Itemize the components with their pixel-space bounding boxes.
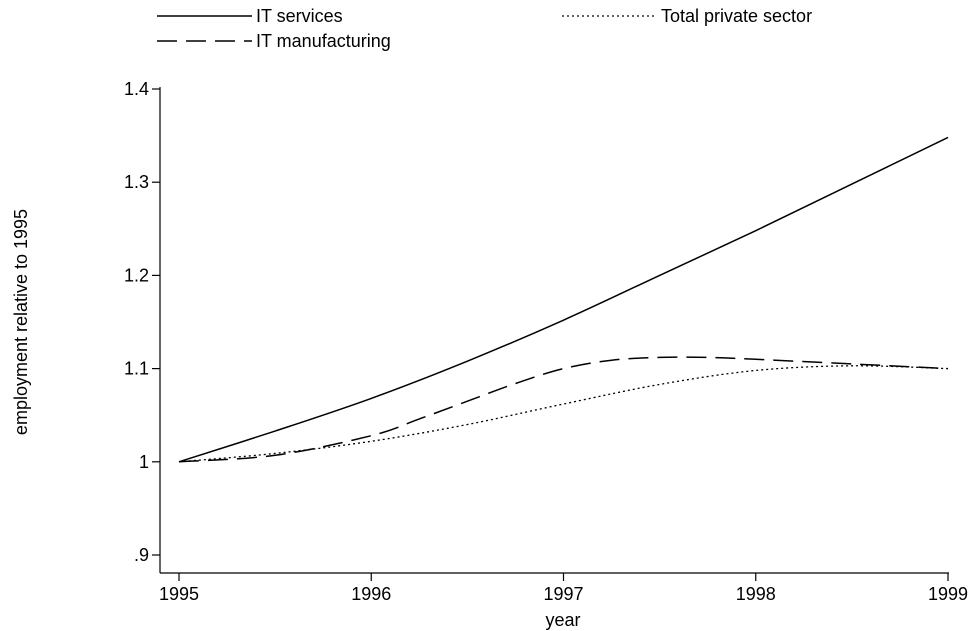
y-axis-title: employment relative to 1995 — [11, 209, 31, 435]
y-tick-label: 1.4 — [124, 79, 149, 99]
series-line-total-private-sector — [178, 365, 949, 463]
x-axis-title: year — [545, 610, 580, 630]
y-tick-label: .9 — [134, 545, 149, 565]
series-line-it-services — [178, 136, 949, 463]
y-tick-label: 1.3 — [124, 172, 149, 192]
series-lines — [178, 136, 949, 463]
legend-label: IT manufacturing — [256, 31, 391, 51]
x-tick-label: 1999 — [928, 584, 968, 604]
x-tick-label: 1997 — [543, 584, 583, 604]
x-tick-label: 1995 — [159, 584, 199, 604]
legend-label: Total private sector — [661, 6, 812, 26]
x-tick-label: 1998 — [736, 584, 776, 604]
y-tick-label: 1.2 — [124, 265, 149, 285]
series-line-it-manufacturing — [178, 356, 949, 463]
legend: IT services IT manufacturing Total private… — [157, 6, 812, 51]
legend-label: IT services — [256, 6, 343, 26]
x-tick-label: 1996 — [351, 584, 391, 604]
axes: .9 1 1.1 1.2 1.3 1.4 1995 1996 1997 1998 1999 — [124, 79, 968, 604]
y-tick-label: 1.1 — [124, 359, 149, 379]
y-tick-label: 1 — [139, 452, 149, 472]
